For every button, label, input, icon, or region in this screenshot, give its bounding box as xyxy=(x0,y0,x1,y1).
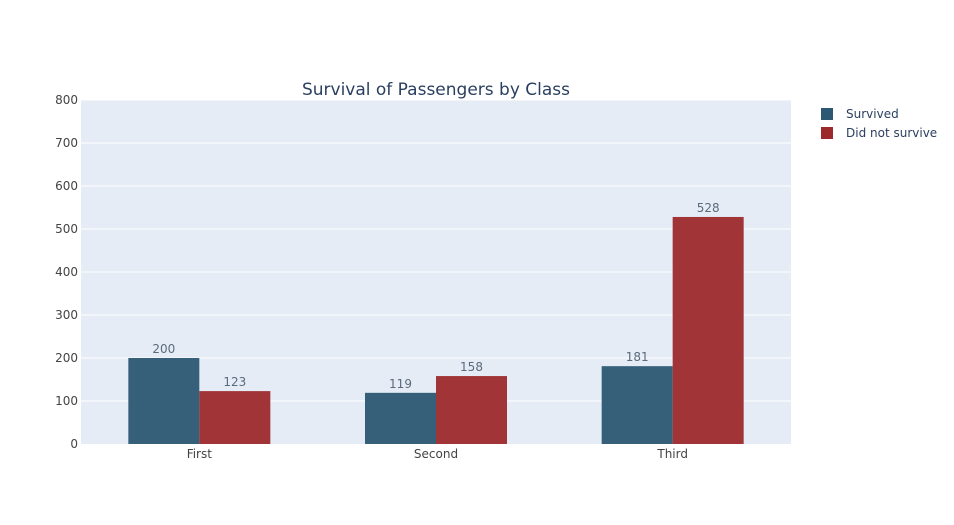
y-tick-label-800: 800 xyxy=(55,93,78,107)
y-tick-label-300: 300 xyxy=(55,308,78,322)
bar-did-not-survive-second[interactable] xyxy=(436,376,507,444)
y-tick-label-700: 700 xyxy=(55,136,78,150)
data-label-survived-first: 200 xyxy=(152,342,175,356)
legend-swatch-survived xyxy=(821,108,833,120)
x-tick-label-second: Second xyxy=(414,447,458,461)
y-tick-label-600: 600 xyxy=(55,179,78,193)
data-labels: 200 123 119 158 181 528 xyxy=(152,201,719,391)
data-label-did-not-survive-first: 123 xyxy=(223,375,246,389)
bars xyxy=(128,216,744,444)
data-label-survived-second: 119 xyxy=(389,377,412,391)
legend-label-did-not-survive: Did not survive xyxy=(846,126,937,140)
data-label-did-not-survive-second: 158 xyxy=(460,360,483,374)
y-axis: 0 100 200 300 400 500 600 700 800 xyxy=(55,93,78,451)
bar-survived-second[interactable] xyxy=(365,392,436,444)
bar-survived-first[interactable] xyxy=(128,358,200,444)
legend-swatch-did-not-survive xyxy=(821,127,833,139)
legend-item-survived[interactable]: Survived xyxy=(821,107,899,121)
bar-survived-third[interactable] xyxy=(601,366,673,444)
data-label-survived-third: 181 xyxy=(626,350,649,364)
y-tick-label-400: 400 xyxy=(55,265,78,279)
bar-did-not-survive-third[interactable] xyxy=(672,216,744,444)
y-tick-label-200: 200 xyxy=(55,351,78,365)
y-tick-label-0: 0 xyxy=(70,437,78,451)
chart-title: Survival of Passengers by Class xyxy=(302,80,570,100)
y-tick-label-100: 100 xyxy=(55,394,78,408)
data-label-did-not-survive-third: 528 xyxy=(697,201,720,215)
y-tick-label-500: 500 xyxy=(55,222,78,236)
legend-label-survived: Survived xyxy=(846,107,899,121)
bar-did-not-survive-first[interactable] xyxy=(199,391,271,444)
x-tick-label-third: Third xyxy=(656,447,688,461)
legend-item-did-not-survive[interactable]: Did not survive xyxy=(821,126,937,140)
legend[interactable]: Survived Did not survive xyxy=(821,107,937,140)
x-axis: First Second Third xyxy=(187,447,688,461)
x-tick-label-first: First xyxy=(187,447,213,461)
